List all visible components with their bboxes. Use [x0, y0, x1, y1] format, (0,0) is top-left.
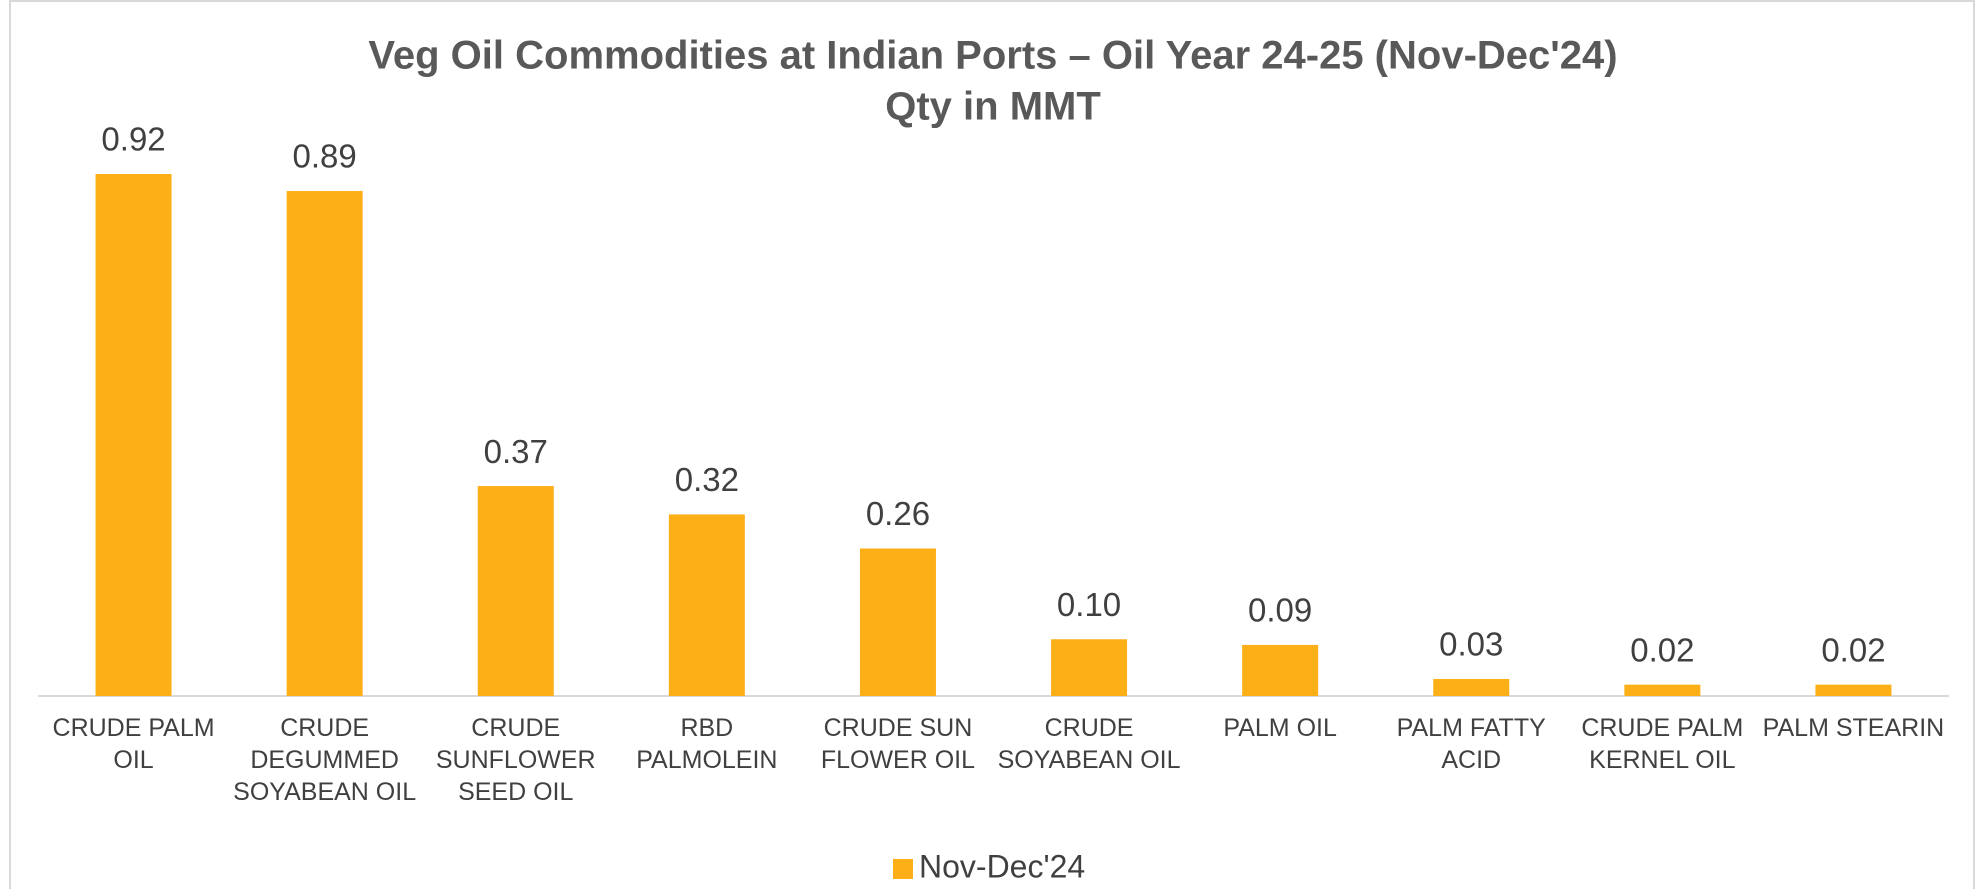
bar — [1624, 684, 1701, 696]
x-tick-label: CRUDE SOYABEAN OIL — [997, 714, 1181, 774]
data-label: 0.02 — [1821, 631, 1885, 668]
bar — [1433, 678, 1510, 696]
x-tick-label: PALM STEARIN — [1762, 714, 1945, 742]
x-tick-label: CRUDE SUNFLOWER SEED OIL — [435, 714, 596, 806]
bar — [95, 174, 172, 696]
x-tick-label: RBD PALMOLEIN — [636, 714, 778, 774]
chart-frame — [9, 0, 1975, 889]
x-tick-label: CRUDE PALM KERNEL OIL — [1581, 714, 1744, 774]
data-label: 0.32 — [675, 461, 739, 498]
bar — [477, 486, 554, 696]
data-label: 0.37 — [484, 433, 548, 470]
x-tick-label: CRUDE PALM OIL — [52, 714, 215, 774]
legend-label: Nov-Dec'24 — [919, 848, 1085, 884]
data-label: 0.03 — [1439, 626, 1503, 663]
chart-title: Veg Oil Commodities at Indian Ports – Oi… — [368, 34, 1617, 78]
data-label: 0.09 — [1248, 592, 1312, 629]
legend-swatch — [893, 859, 913, 879]
data-label: 0.10 — [1057, 586, 1121, 623]
x-tick-label: PALM OIL — [1223, 714, 1337, 742]
bar — [1051, 639, 1128, 696]
x-tick-label: CRUDE SUN FLOWER OIL — [820, 714, 976, 774]
data-label: 0.92 — [101, 121, 165, 158]
x-tick-label: PALM FATTY ACID — [1396, 714, 1546, 774]
data-label: 0.89 — [293, 138, 357, 175]
bar — [1815, 684, 1892, 696]
bar — [1242, 644, 1319, 696]
data-label: 0.02 — [1630, 631, 1694, 668]
chart-subtitle: Qty in MMT — [885, 85, 1101, 129]
bar — [668, 514, 745, 696]
bar — [286, 191, 363, 697]
data-label: 0.26 — [866, 495, 930, 532]
x-tick-label: CRUDE DEGUMMED SOYABEAN OIL — [233, 714, 417, 806]
bar — [859, 548, 936, 696]
